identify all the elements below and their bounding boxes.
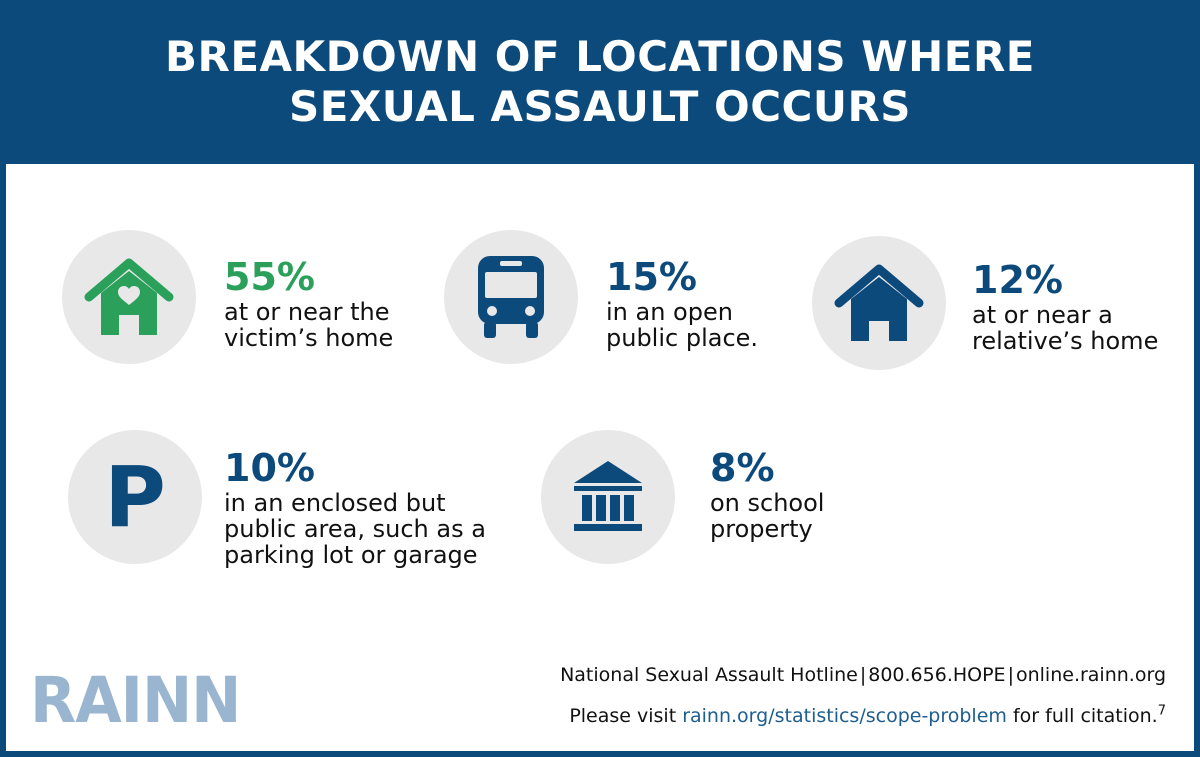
stat-description-line: public place.	[606, 324, 759, 352]
stat-percent: 12%	[972, 258, 1063, 302]
stat-description-line: at or near a	[972, 301, 1113, 329]
header-banner: BREAKDOWN OF LOCATIONS WHERE SEXUAL ASSA…	[6, 0, 1194, 164]
stat-description-line: in an open	[606, 298, 733, 326]
stat-percent: 8%	[710, 446, 775, 490]
hotline-phone[interactable]: 800.656.HOPE	[868, 664, 1006, 686]
stat-percent: 15%	[606, 255, 697, 299]
stat-percent: 10%	[224, 446, 315, 490]
stat-description-line: relative’s home	[972, 327, 1159, 355]
school-building-icon	[541, 430, 675, 564]
house-heart-icon	[62, 230, 196, 364]
separator: |	[859, 664, 867, 686]
house-icon	[812, 236, 946, 370]
footnote-number: 7	[1157, 703, 1166, 719]
stat-description-line: victim’s home	[224, 324, 394, 352]
citation-suffix: for full citation.	[1006, 705, 1158, 727]
stat-description-line: parking lot or garage	[224, 541, 478, 569]
hotline-website[interactable]: online.rainn.org	[1015, 664, 1166, 686]
rainn-logo: RAINN	[30, 664, 241, 738]
stat-description-line: property	[710, 515, 813, 543]
hotline-footer: National Sexual Assault Hotline | 800.656.…	[560, 664, 1166, 686]
stat-percent: 55%	[224, 255, 315, 299]
citation-prefix: Please visit	[569, 705, 683, 727]
parking-icon: P	[68, 430, 202, 564]
hotline-label: National Sexual Assault Hotline	[560, 664, 858, 686]
stat-description-line: on school	[710, 489, 825, 517]
title-line-1: BREAKDOWN OF LOCATIONS WHERE	[164, 32, 1036, 81]
stat-description-line: at or near the	[224, 298, 390, 326]
stat-description-line: public area, such as a	[224, 515, 486, 543]
separator: |	[1007, 664, 1014, 686]
title-line-2: SEXUAL ASSAULT OCCURS	[288, 82, 912, 131]
bus-icon	[444, 230, 578, 364]
stat-description-line: in an enclosed but	[224, 489, 446, 517]
citation-link[interactable]: rainn.org/statistics/scope-problem	[682, 705, 1007, 727]
citation-footer: Please visit rainn.org/statistics/scope-…	[569, 705, 1166, 727]
